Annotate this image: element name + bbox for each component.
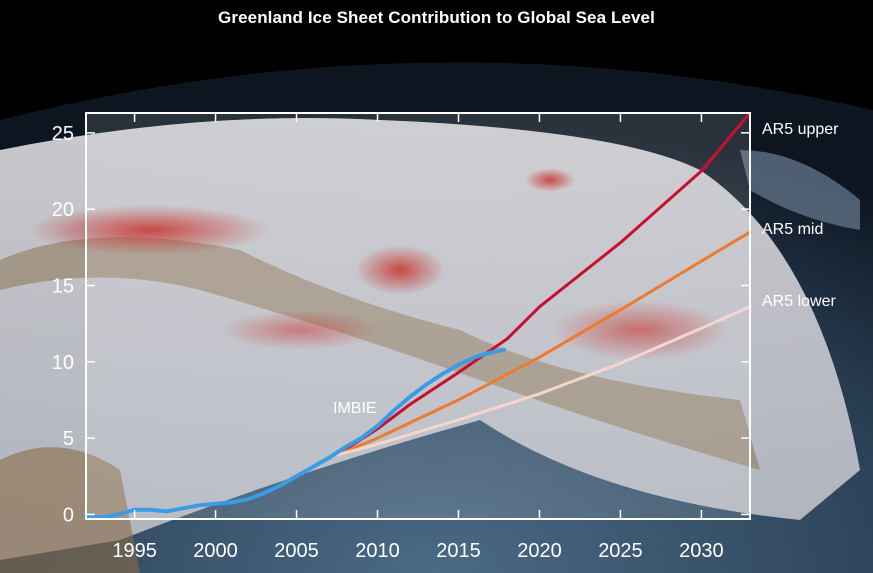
plot-frame [85,112,751,520]
series-label-ar5-lower: AR5 lower [762,293,836,310]
x-tick-label-2005: 2005 [274,540,319,562]
series-label-ar5-upper: AR5 upper [762,121,839,138]
chart-title: Greenland Ice Sheet Contribution to Glob… [218,8,655,27]
x-tick-label-2030: 2030 [679,540,724,562]
x-tick-label-2025: 2025 [598,540,643,562]
y-tick-label-5: 5 [63,428,74,450]
series-labels: AR5 upper AR5 mid AR5 lower IMBIE [333,121,839,417]
plot-area-fill [86,113,750,519]
axis-ticks: 1995 2000 2005 2010 2015 2020 2025 203005101520… [52,113,750,562]
series-line-ar5-lower [335,305,752,457]
x-tick-label-1995: 1995 [112,540,157,562]
y-tick-label-0: 0 [63,504,74,526]
plot-border [85,112,751,520]
series-line-ar5-mid [335,230,752,457]
x-tick-label-2020: 2020 [517,540,562,562]
plot-area [86,113,750,519]
y-tick-label-20: 20 [52,199,74,221]
y-tick-label-15: 15 [52,275,74,297]
x-tick-label-2010: 2010 [355,540,400,562]
y-tick-label-25: 25 [52,123,74,145]
y-tick-label-10: 10 [52,352,74,374]
series-line-ar5-upper [335,111,752,457]
series-label-imbie: IMBIE [333,400,377,417]
series-lines [84,111,752,520]
series-line-imbie [84,347,506,520]
x-tick-label-2000: 2000 [193,540,238,562]
series-label-ar5-mid: AR5 mid [762,221,823,238]
x-tick-label-2015: 2015 [436,540,481,562]
